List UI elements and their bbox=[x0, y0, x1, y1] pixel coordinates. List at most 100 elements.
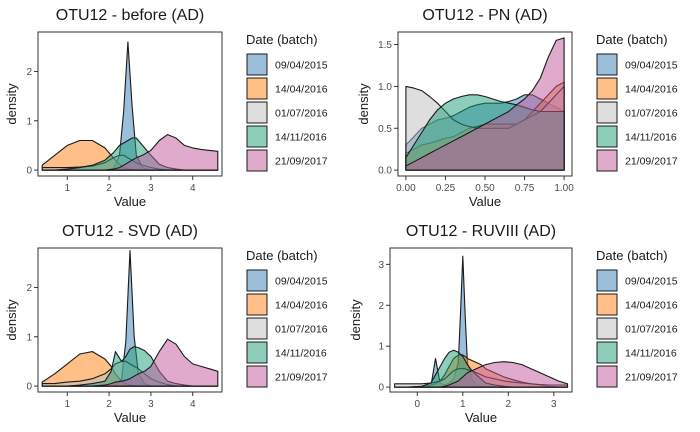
panel-title: OTU12 - PN (AD) bbox=[422, 7, 547, 24]
x-tick-label: 2 bbox=[506, 399, 512, 410]
legend-title: Date (batch) bbox=[596, 32, 668, 47]
x-tick-label: 4 bbox=[190, 399, 196, 410]
legend-label: 09/04/2015 bbox=[275, 60, 328, 72]
x-tick-label: 0 bbox=[415, 399, 421, 410]
y-tick-label: 2 bbox=[378, 301, 384, 312]
legend-label: 14/04/2016 bbox=[275, 84, 328, 96]
y-tick-label: 0 bbox=[378, 383, 384, 394]
legend-key bbox=[246, 149, 268, 172]
legend-key bbox=[596, 77, 618, 100]
legend-label: 01/07/2016 bbox=[275, 324, 328, 336]
legend-title: Date (batch) bbox=[246, 248, 318, 263]
legend-label: 14/04/2016 bbox=[275, 300, 328, 312]
legend-key bbox=[246, 53, 268, 76]
legend-label: 21/09/2017 bbox=[625, 372, 678, 384]
legend-key bbox=[246, 77, 268, 100]
legend-key bbox=[246, 341, 268, 364]
legend-label: 14/04/2016 bbox=[625, 84, 678, 96]
legend-key bbox=[246, 269, 268, 292]
legend-title: Date (batch) bbox=[246, 32, 318, 47]
x-axis-title: Value bbox=[469, 194, 501, 209]
x-tick-label: 0.00 bbox=[396, 183, 416, 194]
x-tick-label: 0.25 bbox=[436, 183, 456, 194]
density-area-5 bbox=[41, 338, 219, 387]
x-axis-title: Value bbox=[114, 410, 146, 425]
legend-label: 14/11/2016 bbox=[275, 132, 327, 144]
panel-1: 1 2 3 4 0 1 2 OTU12 - before (AD) Value density Da… bbox=[4, 7, 328, 209]
legend-key bbox=[246, 317, 268, 340]
legend-label: 01/07/2016 bbox=[625, 108, 678, 120]
y-tick-label: 0 bbox=[26, 382, 32, 393]
x-tick-label: 3 bbox=[148, 183, 154, 194]
legend-label: 09/04/2015 bbox=[275, 276, 328, 288]
density-area-5 bbox=[41, 134, 219, 171]
legend-key bbox=[246, 365, 268, 388]
y-tick-label: 0 bbox=[26, 166, 32, 177]
legend-label: 14/04/2016 bbox=[625, 300, 678, 312]
x-tick-label: 1.00 bbox=[554, 183, 574, 194]
legend: Date (batch) 09/04/2015 14/04/2016 01/07/20… bbox=[246, 32, 328, 172]
density-area-5 bbox=[405, 37, 565, 171]
y-axis-title: density bbox=[348, 299, 363, 341]
legend-key bbox=[596, 101, 618, 124]
legend-key bbox=[596, 149, 618, 172]
plot-border bbox=[389, 247, 573, 393]
legend: Date (batch) 09/04/2015 14/04/2016 01/07/20… bbox=[246, 248, 328, 388]
panel-title: OTU12 - RUVIII (AD) bbox=[406, 223, 556, 240]
x-tick-label: 2 bbox=[106, 399, 112, 410]
legend-label: 14/11/2016 bbox=[275, 348, 327, 360]
y-tick-label: 1.0 bbox=[378, 82, 392, 93]
y-tick-label: 2 bbox=[26, 67, 32, 78]
legend-key bbox=[596, 365, 618, 388]
legend: Date (batch) 09/04/2015 14/04/2016 01/07/20… bbox=[596, 248, 678, 388]
x-tick-label: 1 bbox=[64, 183, 70, 194]
legend-label: 21/09/2017 bbox=[275, 156, 328, 168]
legend-key bbox=[596, 317, 618, 340]
legend-key bbox=[596, 269, 618, 292]
legend-label: 09/04/2015 bbox=[625, 60, 678, 72]
legend-key bbox=[246, 293, 268, 316]
x-tick-label: 0.50 bbox=[475, 183, 495, 194]
legend-label: 14/11/2016 bbox=[625, 132, 677, 144]
panel-3: 1 2 3 4 0 1 2 OTU12 - SVD (AD) Value density Date … bbox=[4, 223, 328, 425]
legend: Date (batch) 09/04/2015 14/04/2016 01/07/20… bbox=[596, 32, 678, 172]
panel-4: 0 1 2 3 0 1 2 3 OTU12 - RUVIII (AD) Value density D… bbox=[348, 223, 678, 425]
plot-border bbox=[37, 31, 223, 177]
legend-label: 01/07/2016 bbox=[625, 324, 678, 336]
y-tick-label: 2 bbox=[26, 283, 32, 294]
density-area-5 bbox=[394, 361, 569, 388]
panel-2: 0.00 0.25 0.50 0.75 1.00 0.0 0.5 1.0 1.5 OTU12 - … bbox=[356, 7, 678, 209]
x-tick-label: 3 bbox=[551, 399, 557, 410]
legend-key bbox=[596, 293, 618, 316]
legend-key bbox=[596, 125, 618, 148]
x-tick-label: 1 bbox=[64, 399, 70, 410]
y-tick-label: 1.5 bbox=[378, 40, 392, 51]
y-axis-title: density bbox=[356, 83, 371, 125]
x-tick-label: 2 bbox=[106, 183, 112, 194]
x-tick-label: 4 bbox=[190, 183, 196, 194]
y-tick-label: 3 bbox=[378, 260, 384, 271]
y-tick-label: 1 bbox=[26, 116, 32, 127]
x-axis-title: Value bbox=[114, 194, 146, 209]
legend-title: Date (batch) bbox=[596, 248, 668, 263]
legend-label: 21/09/2017 bbox=[275, 372, 328, 384]
plot-border bbox=[37, 247, 223, 393]
x-tick-label: 1 bbox=[460, 399, 466, 410]
panel-title: OTU12 - SVD (AD) bbox=[62, 223, 198, 240]
legend-label: 09/04/2015 bbox=[625, 276, 678, 288]
x-axis-title: Value bbox=[465, 410, 497, 425]
legend-key bbox=[596, 341, 618, 364]
legend-label: 14/11/2016 bbox=[625, 348, 677, 360]
y-tick-label: 0.0 bbox=[378, 166, 392, 177]
y-tick-label: 0.5 bbox=[378, 124, 392, 135]
panel-title: OTU12 - before (AD) bbox=[56, 7, 204, 24]
legend-label: 21/09/2017 bbox=[625, 156, 678, 168]
y-axis-title: density bbox=[4, 299, 19, 341]
legend-key bbox=[596, 53, 618, 76]
x-tick-label: 0.75 bbox=[515, 183, 535, 194]
y-tick-label: 1 bbox=[26, 332, 32, 343]
legend-label: 01/07/2016 bbox=[275, 108, 328, 120]
y-axis-title: density bbox=[4, 83, 19, 125]
y-tick-label: 1 bbox=[378, 342, 384, 353]
